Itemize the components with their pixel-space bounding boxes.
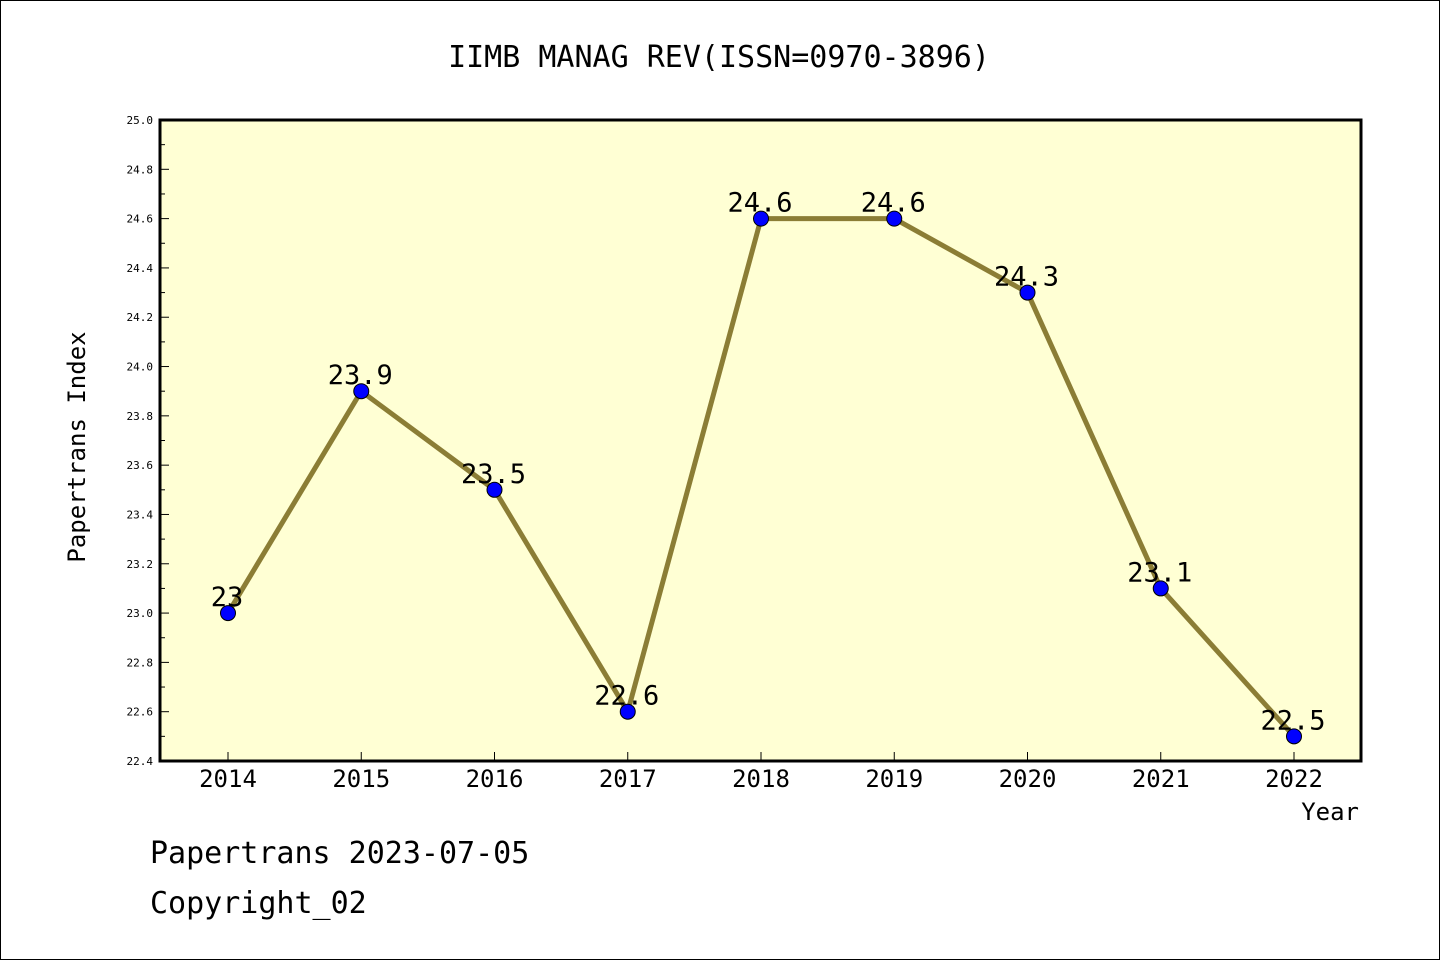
data-point	[486, 481, 503, 498]
x-tick-label: 2014	[199, 765, 257, 793]
data-point	[753, 210, 769, 227]
data-points	[220, 210, 1302, 745]
data-point	[1152, 580, 1169, 597]
data-label: 23.9	[328, 360, 393, 391]
data-point	[353, 383, 370, 400]
data-point	[220, 605, 236, 622]
data-label: 22.6	[594, 681, 659, 712]
y-tick-label: 23.6	[127, 459, 154, 472]
y-axis: 22.4 22.6 22.8 23.0 23.2 23.4 23.6 23.8 24.0 24.2…	[127, 114, 169, 768]
footer-date: Papertrans 2023-07-05	[150, 836, 529, 871]
x-tick-label: 2015	[332, 765, 390, 793]
x-tick-label: 2016	[466, 765, 524, 793]
x-tick-label: 2018	[732, 765, 790, 793]
x-tick-label: 2019	[865, 765, 923, 793]
y-tick-label: 24.6	[127, 213, 154, 226]
y-axis-label: Papertrans Index	[63, 331, 91, 562]
y-tick-label: 24.0	[127, 361, 154, 374]
data-point	[886, 210, 903, 227]
y-tick-label: 22.8	[127, 656, 154, 669]
y-tick-label: 23.4	[127, 508, 154, 521]
data-label: 23.1	[1127, 557, 1192, 588]
y-tick-label: 23.2	[127, 558, 154, 571]
data-label: 24.3	[994, 262, 1059, 293]
x-axis: 2014 2015 2016 2017 2018 2019 2020 2021 2022	[199, 752, 1323, 793]
data-label: 23.5	[461, 459, 526, 490]
x-tick-label: 2022	[1265, 765, 1323, 793]
footer-copyright: Copyright_02	[150, 886, 367, 921]
x-tick-label: 2020	[999, 765, 1057, 793]
data-label: 23	[211, 582, 244, 613]
y-tick-label: 23.8	[127, 410, 154, 423]
data-point	[1019, 284, 1036, 301]
y-tick-label: 22.4	[127, 755, 154, 768]
y-tick-label: 25.0	[127, 114, 154, 127]
y-tick-label: 24.8	[127, 163, 154, 176]
x-tick-label: 2021	[1132, 765, 1190, 793]
chart-title: IIMB MANAG REV(ISSN=0970-3896)	[448, 40, 990, 75]
y-tick-label: 24.2	[127, 311, 154, 324]
data-label: 24.6	[861, 188, 926, 219]
x-tick-label: 2017	[599, 765, 657, 793]
data-labels: 23 23.9 23.5 22.6 24.6 24.6 24.3 23.1 22.5	[211, 188, 1326, 737]
data-point	[1286, 728, 1302, 745]
data-label: 22.5	[1260, 705, 1325, 736]
y-tick-label: 22.6	[127, 706, 154, 719]
y-tick-label: 23.0	[127, 607, 154, 620]
y-tick-label: 24.4	[127, 262, 154, 275]
data-point	[619, 703, 636, 720]
x-axis-label: Year	[1301, 798, 1359, 826]
data-label: 24.6	[727, 188, 792, 219]
